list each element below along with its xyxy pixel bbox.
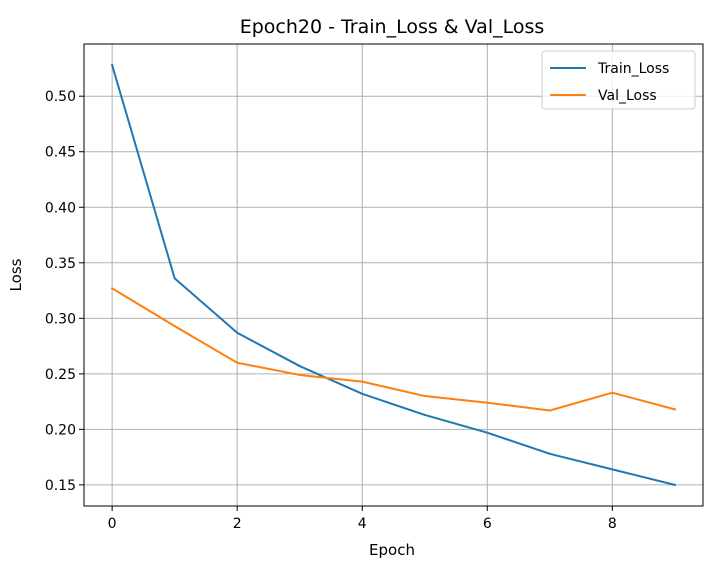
x-tick-label: 8 <box>608 516 617 532</box>
data-point-val-loss <box>548 409 551 412</box>
y-axis-label: Loss <box>7 258 25 291</box>
legend-label-train-loss: Train_Loss <box>597 61 669 77</box>
x-tick-label: 2 <box>233 516 242 532</box>
x-axis-label: Epoch <box>369 541 415 559</box>
series-line-train-loss <box>110 63 677 487</box>
plot-frame <box>83 43 704 507</box>
y-tick-label: 0.15 <box>45 478 76 494</box>
y-tick-label: 0.50 <box>45 89 76 105</box>
series-lines <box>110 63 677 487</box>
data-point-train-loss <box>361 392 364 395</box>
data-point-train-loss <box>673 483 676 486</box>
grid-lines <box>84 44 703 506</box>
y-tick-label: 0.45 <box>45 145 76 161</box>
data-point-train-loss <box>236 331 239 334</box>
legend: Train_Loss Val_Loss <box>541 50 696 110</box>
chart-title: Epoch20 - Train_Loss & Val_Loss <box>240 16 545 38</box>
data-point-val-loss <box>673 408 676 411</box>
data-point-val-loss <box>423 395 426 398</box>
data-point-val-loss <box>111 287 114 290</box>
data-point-train-loss <box>548 452 551 455</box>
axis-ticks: 0 2 4 6 8 0.15 0.20 0.25 0.30 0.35 0.40 0.45 0.50 <box>45 89 617 532</box>
legend-label-val-loss: Val_Loss <box>598 88 657 104</box>
y-tick-label: 0.30 <box>45 311 76 327</box>
y-tick-label: 0.25 <box>45 367 76 383</box>
data-point-train-loss <box>111 64 114 67</box>
y-tick-label: 0.35 <box>45 256 76 272</box>
data-point-val-loss <box>361 380 364 383</box>
data-point-val-loss <box>486 401 489 404</box>
plot-area: 0 2 4 6 8 0.15 0.20 0.25 0.30 0.35 0.40 0.45 0.50 <box>45 43 704 532</box>
data-point-val-loss <box>611 391 614 394</box>
data-point-train-loss <box>486 431 489 434</box>
data-point-train-loss <box>611 468 614 471</box>
x-tick-label: 0 <box>108 516 117 532</box>
y-tick-label: 0.20 <box>45 422 76 438</box>
series-line-val-loss <box>110 286 677 412</box>
x-tick-label: 6 <box>483 516 492 532</box>
data-point-train-loss <box>173 277 176 280</box>
data-point-train-loss <box>298 365 301 368</box>
y-tick-label: 0.40 <box>45 200 76 216</box>
data-point-train-loss <box>423 413 426 416</box>
data-point-val-loss <box>236 361 239 364</box>
x-tick-label: 4 <box>358 516 367 532</box>
data-point-val-loss <box>173 325 176 328</box>
data-point-val-loss <box>298 373 301 376</box>
